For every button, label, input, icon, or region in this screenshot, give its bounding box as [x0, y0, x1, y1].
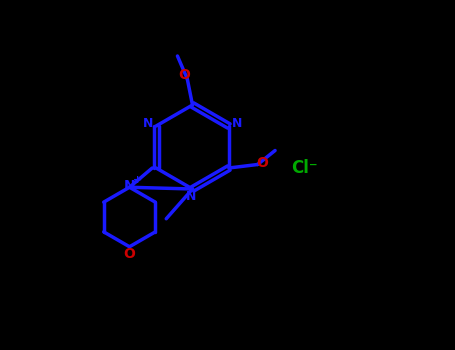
Text: O: O [178, 68, 190, 82]
Text: O: O [124, 247, 136, 261]
Text: N: N [143, 117, 154, 130]
Text: N: N [232, 117, 242, 130]
Text: +: + [132, 175, 142, 185]
Text: N: N [124, 178, 135, 192]
Text: N: N [186, 190, 196, 203]
Text: O: O [256, 156, 268, 170]
Text: Cl⁻: Cl⁻ [291, 159, 318, 177]
